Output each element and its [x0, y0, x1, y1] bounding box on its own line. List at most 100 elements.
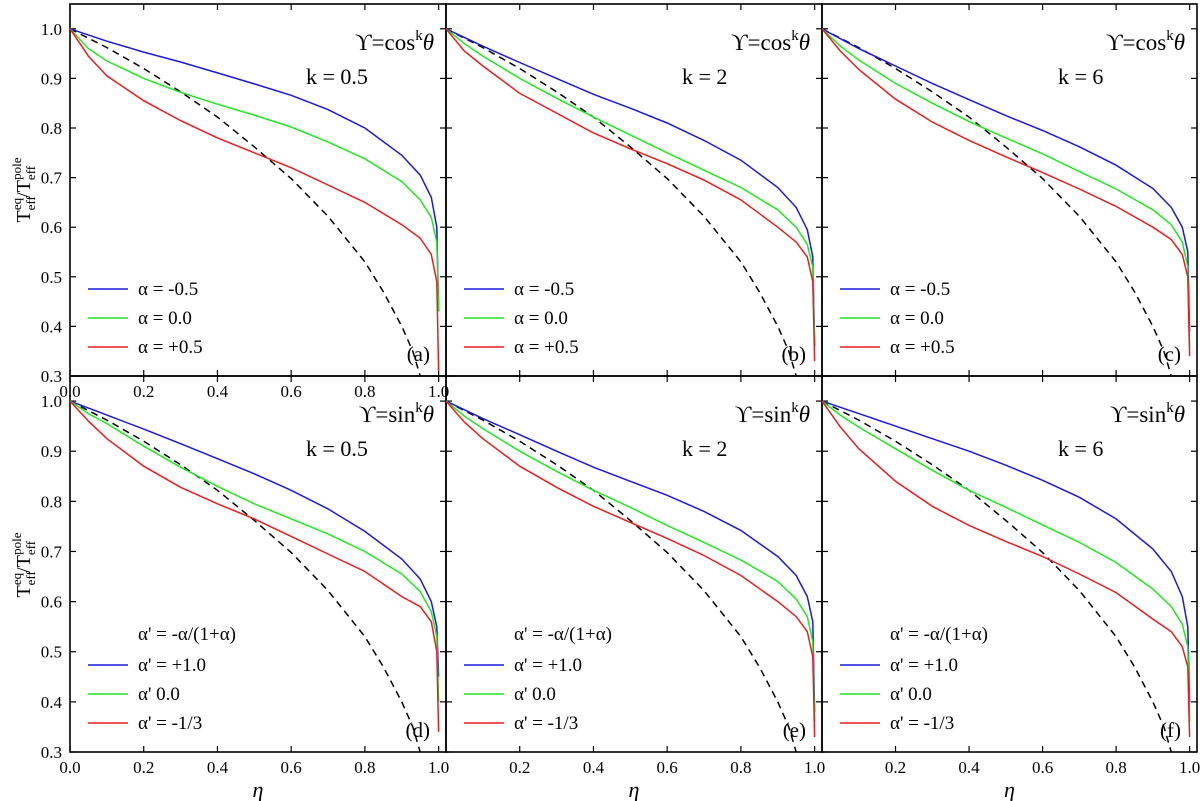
panel-title: ϒ=sinkθ: [735, 400, 810, 427]
panel-letter: (a): [407, 342, 430, 366]
series-line-green: [69, 28, 440, 312]
k-value-label: k = 2: [682, 436, 727, 461]
panel-letter: (c): [1158, 342, 1181, 366]
panel-d: 0.3 0.4 0.5 0.6 0.7 0.8 0.9 1.0 0.0 0.2 0.4 0.6 0.8 1…: [41, 375, 449, 801]
x-tick-label: 0.2: [133, 382, 154, 401]
series-line-green: [821, 400, 1191, 722]
y-tick-label: 0.5: [41, 268, 62, 287]
legend-label: α' 0.0: [138, 684, 180, 705]
y-tick-label: 0.4: [41, 317, 63, 336]
x-tick-label: 0.2: [133, 758, 154, 777]
dashed-reference-curve: [821, 28, 1173, 377]
series-line-red: [445, 28, 816, 362]
dashed-reference-curve: [69, 400, 421, 753]
x-axis-label: η: [1004, 777, 1015, 801]
y-tick-label: 0.9: [41, 442, 62, 461]
x-tick-label: 0.4: [583, 758, 605, 777]
legend-label: α' = +1.0: [138, 655, 206, 676]
y-tick-label: 0.8: [41, 492, 62, 511]
dashed-reference-curve: [445, 28, 797, 377]
k-value-label: k = 6: [1058, 64, 1103, 89]
y-tick-label: 0.5: [41, 643, 62, 662]
k-value-label: k = 0.5: [306, 436, 368, 461]
x-tick-label: 0.0: [59, 758, 80, 777]
y-tick-label: 1.0: [41, 20, 62, 39]
legend-header: α' = -α/(1+α): [138, 624, 236, 645]
x-tick-label: 0.6: [281, 758, 302, 777]
x-tick-label: 0.6: [281, 382, 302, 401]
panel-letter: (e): [783, 718, 806, 742]
series-line-blue: [69, 28, 440, 312]
plot-frame: [821, 375, 1198, 753]
y-tick-label: 0.8: [41, 119, 62, 138]
legend-label: α' = -1/3: [890, 713, 954, 734]
series-line-green: [821, 28, 1191, 347]
y-tick-label: 0.7: [41, 542, 63, 561]
y-tick-label: 0.4: [41, 693, 63, 712]
x-tick-label: 0.8: [730, 758, 751, 777]
series-line-green: [445, 400, 816, 722]
plot-frame: [69, 3, 447, 377]
series-line-red: [69, 400, 440, 732]
legend-label: α = +0.5: [138, 337, 203, 358]
x-tick-label: 0.4: [207, 758, 229, 777]
panel-letter: (d): [406, 718, 431, 742]
x-tick-label: 0.8: [1105, 758, 1126, 777]
x-tick-label: 0.8: [354, 758, 375, 777]
y-tick-label: 0.9: [41, 69, 62, 88]
dashed-reference-curve: [445, 400, 797, 753]
y-tick-label: 0.7: [41, 169, 63, 188]
y-axis-label-bottom: Teffeq/Teffpole: [9, 532, 38, 597]
k-value-label: k = 6: [1058, 436, 1103, 461]
series-line-blue: [821, 400, 1191, 702]
panel-f: 0.2 0.4 0.6 0.8 1.0 η ϒ=sinkθ k = 6 (f) α' = -α/(…: [821, 375, 1200, 801]
k-value-label: k = 2: [682, 64, 727, 89]
legend-label: α = -0.5: [138, 279, 198, 300]
x-tick-label: 0.8: [354, 382, 375, 401]
panel-title: ϒ=coskθ: [1106, 28, 1185, 55]
dashed-reference-curve: [69, 28, 421, 377]
panel-title: ϒ=coskθ: [355, 28, 434, 55]
series-line-blue: [821, 28, 1191, 332]
legend-label: α' 0.0: [514, 684, 556, 705]
series-line-red: [445, 400, 816, 738]
plot-frame: [445, 3, 823, 377]
panel-title: ϒ=sinkθ: [1110, 400, 1185, 427]
x-tick-label: 0.4: [207, 382, 229, 401]
legend-label: α' = +1.0: [514, 655, 582, 676]
panels-group: 0.3 0.4 0.5 0.6 0.7 0.8 0.9 1.0 0.0 0.2 0.4 0.6 0.8 1…: [41, 3, 1200, 801]
panel-title: ϒ=sinkθ: [359, 400, 434, 427]
x-tick-label: 1.0: [428, 382, 449, 401]
legend-label: α = 0.0: [890, 308, 944, 329]
legend-label: α' 0.0: [890, 684, 932, 705]
legend-header: α' = -α/(1+α): [890, 624, 988, 645]
legend-label: α = +0.5: [890, 337, 955, 358]
legend-label: α = 0.0: [138, 308, 192, 329]
x-tick-label: 0.6: [657, 758, 678, 777]
series-line-blue: [69, 400, 440, 677]
legend-label: α' = -1/3: [514, 713, 578, 734]
x-tick-label: 0.6: [1032, 758, 1053, 777]
plot-frame: [69, 375, 447, 753]
x-tick-label: 0.4: [958, 758, 980, 777]
legend-label: α = +0.5: [514, 337, 579, 358]
legend-label: α' = +1.0: [890, 655, 958, 676]
x-tick-label: 1.0: [1179, 758, 1200, 777]
y-axis-label-top: Teffeq/Teffpole: [9, 157, 38, 222]
legend-label: α = -0.5: [890, 279, 950, 300]
y-tick-label: 0.3: [41, 743, 62, 762]
panel-a: 0.30.40.50.60.70.80.91.00.0 0.2 0.4 0.6 0.8 1…: [41, 3, 449, 401]
x-tick-label: 0.2: [885, 758, 906, 777]
series-line-green: [445, 28, 816, 347]
k-value-label: k = 0.5: [306, 64, 368, 89]
legend-label: α = -0.5: [514, 279, 574, 300]
legend-label: α = 0.0: [514, 308, 568, 329]
plot-frame: [821, 3, 1198, 377]
x-axis-label: η: [253, 777, 264, 801]
y-tick-label: 0.3: [41, 367, 62, 386]
panel-title: ϒ=coskθ: [731, 28, 810, 55]
y-tick-label: 1.0: [41, 392, 62, 411]
